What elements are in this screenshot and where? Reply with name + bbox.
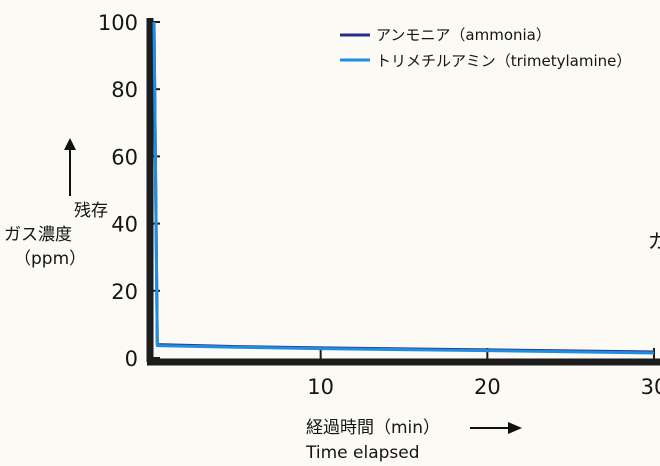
x-tick-label: 30 [641, 375, 660, 399]
y-axis-label: 残存 ガス濃度 （ppm） [4, 138, 108, 269]
y-tick-label: 60 [111, 145, 138, 169]
legend-label-trimethylamine: トリメチルアミン（trimetylamine） [376, 52, 631, 70]
x-tick-label: 10 [307, 375, 334, 399]
y-axis-label-line-1: 残存 [74, 201, 108, 221]
series-line-ammonia [152, 21, 655, 354]
y-tick-label: 0 [125, 347, 138, 371]
x-tick-label: 20 [474, 375, 501, 399]
x-axis-label: 経過時間（min） Time elapsed [305, 418, 522, 463]
x-axis-label-en: Time elapsed [305, 443, 420, 463]
y-axis-label-line-2: ガス濃度 [4, 225, 72, 245]
y-axis-label-line-3: （ppm） [14, 249, 86, 269]
tick-labels: 0 20 40 60 80 100 10 20 30 [98, 11, 660, 399]
series-lines [152, 21, 655, 355]
series-line-trimethylamine [152, 21, 655, 355]
y-tick-label: 20 [111, 280, 138, 304]
legend: アンモニア（ammonia） トリメチルアミン（trimetylamine） [340, 26, 631, 70]
y-tick-label: 80 [111, 78, 138, 102]
x-axis-label-jp: 経過時間（min） [306, 418, 440, 438]
edge-fragment: ガ [648, 229, 660, 253]
y-tick-label: 100 [98, 11, 138, 35]
x-axis-right-arrowhead-icon [508, 422, 522, 434]
y-axis-up-arrowhead-icon [64, 138, 76, 150]
legend-label-ammonia: アンモニア（ammonia） [376, 26, 551, 44]
y-tick-label: 40 [111, 213, 138, 237]
